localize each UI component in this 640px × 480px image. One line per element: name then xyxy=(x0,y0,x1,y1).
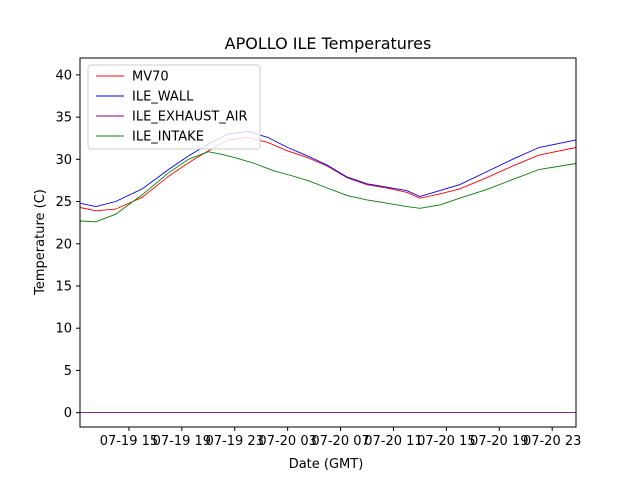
x-tick-label: 07-19 15 xyxy=(100,434,158,449)
x-tick-label: 07-19 19 xyxy=(153,434,211,449)
y-tick-label: 0 xyxy=(64,406,72,421)
legend-box xyxy=(87,64,261,150)
y-tick-label: 10 xyxy=(55,322,72,337)
y-tick-label: 40 xyxy=(55,68,72,83)
x-tick-label: 07-20 23 xyxy=(523,434,581,449)
x-tick-label: 07-19 23 xyxy=(206,434,264,449)
y-tick-label: 35 xyxy=(55,111,72,126)
series-line-ile-wall xyxy=(79,131,577,208)
x-tick-label: 07-20 11 xyxy=(364,434,422,449)
y-tick-label: 30 xyxy=(55,153,72,168)
legend-entry: MV70 xyxy=(132,70,169,85)
legend-entry: ILE_EXHAUST_AIR xyxy=(132,110,248,125)
y-axis-label: Temperature (C) xyxy=(33,189,48,296)
plot-frame xyxy=(79,57,577,428)
chart-title: APOLLO ILE Temperatures xyxy=(225,34,432,53)
series-line-ile-intake xyxy=(79,151,577,223)
y-tick-label: 5 xyxy=(64,364,72,379)
series-line-mv70 xyxy=(79,136,577,212)
legend-entry: ILE_WALL xyxy=(132,90,194,105)
x-tick-label: 07-20 03 xyxy=(258,434,316,449)
x-tick-label: 07-20 19 xyxy=(470,434,528,449)
y-tick-label: 20 xyxy=(55,237,72,252)
y-tick-label: 15 xyxy=(55,279,72,294)
x-tick-label: 07-20 15 xyxy=(417,434,475,449)
x-tick-label: 07-20 07 xyxy=(311,434,369,449)
y-tick-label: 25 xyxy=(55,195,72,210)
legend-entry: ILE_INTAKE xyxy=(132,130,204,145)
legend: MV70 ILE_WALL ILE_EXHAUST_AIR ILE_INTAKE xyxy=(87,64,261,150)
x-axis-label: Date (GMT) xyxy=(289,457,364,472)
